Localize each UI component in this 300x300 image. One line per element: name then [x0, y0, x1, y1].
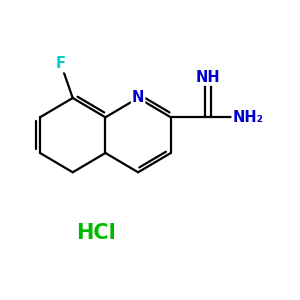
Text: HCl: HCl: [76, 223, 116, 243]
Text: NH: NH: [196, 70, 220, 85]
Text: F: F: [56, 56, 66, 71]
Text: N: N: [132, 91, 144, 106]
Text: NH₂: NH₂: [232, 110, 264, 125]
